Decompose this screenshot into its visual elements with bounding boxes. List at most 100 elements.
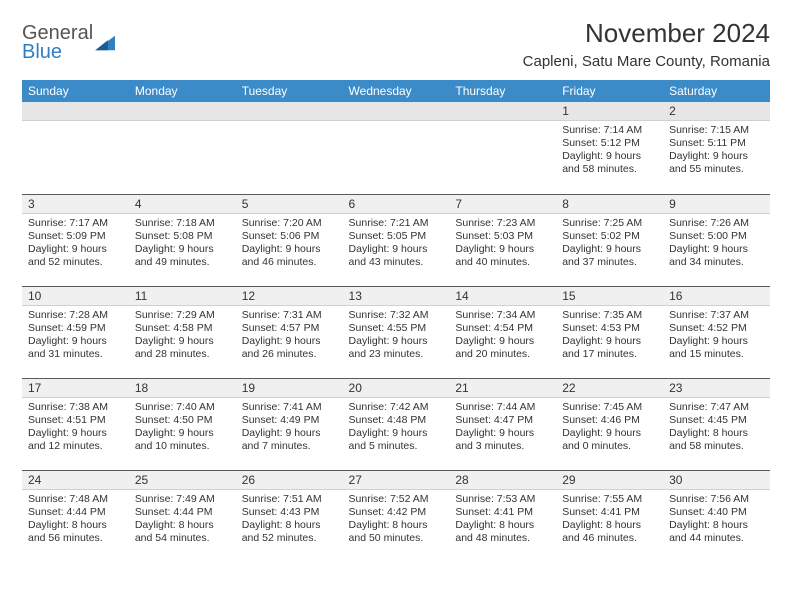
- day-number: 25: [129, 471, 236, 490]
- day-number: 15: [556, 287, 663, 306]
- day-number: 26: [236, 471, 343, 490]
- daylight-text: Daylight: 8 hours and 48 minutes.: [455, 519, 550, 545]
- day-number: [449, 102, 556, 121]
- day-details: Sunrise: 7:18 AMSunset: 5:08 PMDaylight:…: [129, 214, 236, 274]
- calendar-table: Sunday Monday Tuesday Wednesday Thursday…: [22, 80, 770, 562]
- daylight-text: Daylight: 9 hours and 34 minutes.: [669, 243, 764, 269]
- brand-word2: Blue: [22, 41, 62, 63]
- day-details: Sunrise: 7:32 AMSunset: 4:55 PMDaylight:…: [343, 306, 450, 366]
- day-details: Sunrise: 7:35 AMSunset: 4:53 PMDaylight:…: [556, 306, 663, 366]
- calendar-day-cell: 4Sunrise: 7:18 AMSunset: 5:08 PMDaylight…: [129, 194, 236, 286]
- brand-triangle-icon: [95, 34, 117, 52]
- sunset-text: Sunset: 4:52 PM: [669, 322, 764, 335]
- day-details: Sunrise: 7:53 AMSunset: 4:41 PMDaylight:…: [449, 490, 556, 550]
- day-details: Sunrise: 7:52 AMSunset: 4:42 PMDaylight:…: [343, 490, 450, 550]
- sunrise-text: Sunrise: 7:44 AM: [455, 401, 550, 414]
- calendar-day-cell: 5Sunrise: 7:20 AMSunset: 5:06 PMDaylight…: [236, 194, 343, 286]
- day-number: 7: [449, 195, 556, 214]
- calendar-day-cell: 8Sunrise: 7:25 AMSunset: 5:02 PMDaylight…: [556, 194, 663, 286]
- daylight-text: Daylight: 9 hours and 10 minutes.: [135, 427, 230, 453]
- day-number: [22, 102, 129, 121]
- calendar-day-cell: [236, 102, 343, 194]
- day-number: 10: [22, 287, 129, 306]
- sunrise-text: Sunrise: 7:14 AM: [562, 124, 657, 137]
- day-details: Sunrise: 7:40 AMSunset: 4:50 PMDaylight:…: [129, 398, 236, 458]
- calendar-day-cell: 14Sunrise: 7:34 AMSunset: 4:54 PMDayligh…: [449, 286, 556, 378]
- sunrise-text: Sunrise: 7:34 AM: [455, 309, 550, 322]
- day-number: 8: [556, 195, 663, 214]
- day-number: 29: [556, 471, 663, 490]
- daylight-text: Daylight: 9 hours and 31 minutes.: [28, 335, 123, 361]
- calendar-day-cell: 22Sunrise: 7:45 AMSunset: 4:46 PMDayligh…: [556, 378, 663, 470]
- daylight-text: Daylight: 8 hours and 54 minutes.: [135, 519, 230, 545]
- sunset-text: Sunset: 4:54 PM: [455, 322, 550, 335]
- sunrise-text: Sunrise: 7:45 AM: [562, 401, 657, 414]
- sunset-text: Sunset: 4:44 PM: [28, 506, 123, 519]
- day-details: Sunrise: 7:48 AMSunset: 4:44 PMDaylight:…: [22, 490, 129, 550]
- sunrise-text: Sunrise: 7:49 AM: [135, 493, 230, 506]
- calendar-day-cell: [129, 102, 236, 194]
- day-details: Sunrise: 7:45 AMSunset: 4:46 PMDaylight:…: [556, 398, 663, 458]
- daylight-text: Daylight: 9 hours and 17 minutes.: [562, 335, 657, 361]
- sunrise-text: Sunrise: 7:28 AM: [28, 309, 123, 322]
- day-details: Sunrise: 7:15 AMSunset: 5:11 PMDaylight:…: [663, 121, 770, 181]
- day-header: Saturday: [663, 80, 770, 102]
- calendar-day-cell: 24Sunrise: 7:48 AMSunset: 4:44 PMDayligh…: [22, 470, 129, 562]
- sunrise-text: Sunrise: 7:48 AM: [28, 493, 123, 506]
- daylight-text: Daylight: 9 hours and 15 minutes.: [669, 335, 764, 361]
- daylight-text: Daylight: 9 hours and 5 minutes.: [349, 427, 444, 453]
- day-number: 30: [663, 471, 770, 490]
- sunrise-text: Sunrise: 7:21 AM: [349, 217, 444, 230]
- daylight-text: Daylight: 9 hours and 40 minutes.: [455, 243, 550, 269]
- day-header: Wednesday: [343, 80, 450, 102]
- sunset-text: Sunset: 4:43 PM: [242, 506, 337, 519]
- daylight-text: Daylight: 9 hours and 0 minutes.: [562, 427, 657, 453]
- day-number: 11: [129, 287, 236, 306]
- day-details: Sunrise: 7:28 AMSunset: 4:59 PMDaylight:…: [22, 306, 129, 366]
- calendar-day-cell: 3Sunrise: 7:17 AMSunset: 5:09 PMDaylight…: [22, 194, 129, 286]
- sunrise-text: Sunrise: 7:56 AM: [669, 493, 764, 506]
- daylight-text: Daylight: 9 hours and 46 minutes.: [242, 243, 337, 269]
- day-details: Sunrise: 7:23 AMSunset: 5:03 PMDaylight:…: [449, 214, 556, 274]
- daylight-text: Daylight: 9 hours and 58 minutes.: [562, 150, 657, 176]
- day-details: Sunrise: 7:47 AMSunset: 4:45 PMDaylight:…: [663, 398, 770, 458]
- calendar-day-cell: 10Sunrise: 7:28 AMSunset: 4:59 PMDayligh…: [22, 286, 129, 378]
- sunset-text: Sunset: 4:44 PM: [135, 506, 230, 519]
- calendar-day-cell: 30Sunrise: 7:56 AMSunset: 4:40 PMDayligh…: [663, 470, 770, 562]
- calendar-day-cell: 11Sunrise: 7:29 AMSunset: 4:58 PMDayligh…: [129, 286, 236, 378]
- daylight-text: Daylight: 9 hours and 12 minutes.: [28, 427, 123, 453]
- day-details: Sunrise: 7:21 AMSunset: 5:05 PMDaylight:…: [343, 214, 450, 274]
- sunset-text: Sunset: 4:50 PM: [135, 414, 230, 427]
- day-header: Tuesday: [236, 80, 343, 102]
- title-block: November 2024 Capleni, Satu Mare County,…: [523, 18, 770, 70]
- daylight-text: Daylight: 9 hours and 23 minutes.: [349, 335, 444, 361]
- day-number: 24: [22, 471, 129, 490]
- brand-text: General Blue: [22, 24, 93, 62]
- sunset-text: Sunset: 4:40 PM: [669, 506, 764, 519]
- day-number: 9: [663, 195, 770, 214]
- brand-logo: General Blue: [22, 24, 117, 62]
- sunset-text: Sunset: 4:59 PM: [28, 322, 123, 335]
- day-number: [129, 102, 236, 121]
- day-details: Sunrise: 7:26 AMSunset: 5:00 PMDaylight:…: [663, 214, 770, 274]
- sunrise-text: Sunrise: 7:25 AM: [562, 217, 657, 230]
- sunrise-text: Sunrise: 7:55 AM: [562, 493, 657, 506]
- day-details: Sunrise: 7:41 AMSunset: 4:49 PMDaylight:…: [236, 398, 343, 458]
- sunset-text: Sunset: 4:49 PM: [242, 414, 337, 427]
- day-details: Sunrise: 7:55 AMSunset: 4:41 PMDaylight:…: [556, 490, 663, 550]
- sunrise-text: Sunrise: 7:41 AM: [242, 401, 337, 414]
- day-number: 16: [663, 287, 770, 306]
- sunrise-text: Sunrise: 7:18 AM: [135, 217, 230, 230]
- sunrise-text: Sunrise: 7:29 AM: [135, 309, 230, 322]
- day-number: 14: [449, 287, 556, 306]
- day-number: 4: [129, 195, 236, 214]
- calendar-day-cell: 29Sunrise: 7:55 AMSunset: 4:41 PMDayligh…: [556, 470, 663, 562]
- sunrise-text: Sunrise: 7:52 AM: [349, 493, 444, 506]
- sunset-text: Sunset: 4:57 PM: [242, 322, 337, 335]
- calendar-day-cell: 20Sunrise: 7:42 AMSunset: 4:48 PMDayligh…: [343, 378, 450, 470]
- daylight-text: Daylight: 8 hours and 52 minutes.: [242, 519, 337, 545]
- day-details: Sunrise: 7:38 AMSunset: 4:51 PMDaylight:…: [22, 398, 129, 458]
- day-details: Sunrise: 7:37 AMSunset: 4:52 PMDaylight:…: [663, 306, 770, 366]
- daylight-text: Daylight: 9 hours and 49 minutes.: [135, 243, 230, 269]
- day-details: Sunrise: 7:56 AMSunset: 4:40 PMDaylight:…: [663, 490, 770, 550]
